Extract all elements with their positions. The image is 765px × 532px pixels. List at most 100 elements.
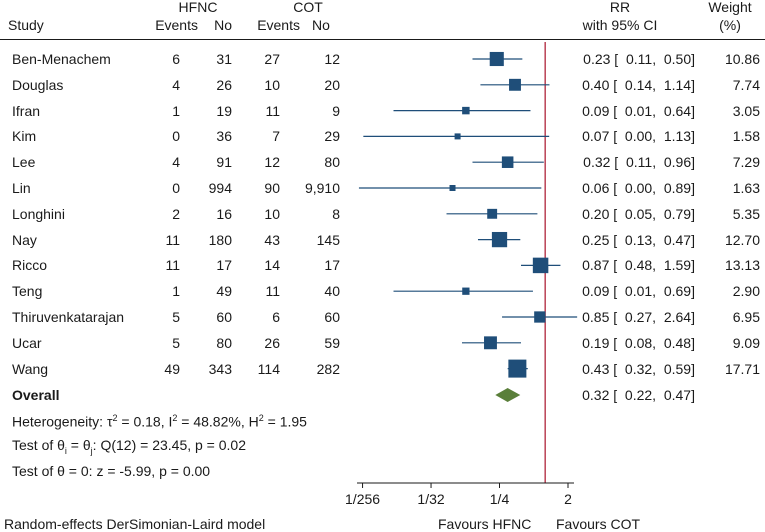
study-weight: 1.63 <box>732 180 760 196</box>
study-name: Douglas <box>12 76 64 93</box>
study-weight: 13.13 <box>724 257 760 274</box>
hfnc-no: 994 <box>208 180 232 196</box>
study-marker <box>489 51 504 67</box>
cot-no: 40 <box>324 283 340 300</box>
cot-no: 80 <box>324 154 340 171</box>
x-axis-tick-label: 1/4 <box>490 491 510 507</box>
study-ci: 0.19 [ 0.08, 0.48] <box>582 334 695 351</box>
cot-events: 10 <box>264 205 280 222</box>
cot-events: 90 <box>264 180 280 196</box>
study-name: Nay <box>12 231 37 248</box>
study-name: Wang <box>12 360 49 377</box>
study-weight: 3.05 <box>732 102 760 119</box>
header-no-2: No <box>312 17 330 33</box>
study-ci: 0.43 [ 0.32, 0.59] <box>582 360 695 377</box>
hfnc-events: 4 <box>172 154 180 171</box>
cot-events: 11 <box>265 283 280 300</box>
header-weight: Weight <box>708 0 752 15</box>
header-rr: RR <box>609 0 631 15</box>
hfnc-events: 5 <box>172 334 180 351</box>
study-marker <box>509 78 521 91</box>
study-name: Longhini <box>12 205 65 222</box>
hfnc-no: 36 <box>216 128 232 145</box>
favours-right-label: Favours COT <box>556 516 641 532</box>
het-tau-val: = 0.18, I <box>117 413 173 430</box>
het-tau-sup: 2 <box>112 413 118 423</box>
model-note: Random-effects DerSimonian-Laird model <box>4 516 266 532</box>
test-zero-text: Test of θ = 0: z = -5.99, p = 0.00 <box>12 463 211 479</box>
hfnc-no: 17 <box>216 257 232 274</box>
study-marker <box>454 133 461 140</box>
study-name: Ucar <box>12 334 42 351</box>
hfnc-no: 16 <box>216 205 232 222</box>
header-study: Study <box>8 17 44 33</box>
study-name: Ricco <box>12 257 48 274</box>
study-ci: 0.07 [ 0.00, 1.13] <box>582 128 695 145</box>
cot-no: 20 <box>324 76 340 93</box>
hfnc-events: 0 <box>172 180 180 196</box>
hfnc-events: 1 <box>172 102 180 119</box>
study-marker <box>462 287 470 295</box>
study-ci: 0.09 [ 0.01, 0.69] <box>582 283 695 300</box>
het-i-sup: 2 <box>172 413 178 423</box>
hfnc-no: 26 <box>216 76 232 93</box>
study-ci: 0.87 [ 0.48, 1.59] <box>582 257 695 274</box>
hfnc-events: 49 <box>164 360 180 377</box>
study-ci: 0.06 [ 0.00, 0.89] <box>582 180 695 196</box>
het-i-val: = 48.82%, H <box>177 413 259 430</box>
hfnc-events: 2 <box>172 205 180 222</box>
study-ci: 0.32 [ 0.11, 0.96] <box>583 154 695 171</box>
test-eq-sub1: i <box>64 445 67 456</box>
study-marker <box>449 185 456 191</box>
cot-events: 6 <box>272 309 280 325</box>
cot-events: 12 <box>264 154 280 171</box>
cot-events: 27 <box>264 51 280 67</box>
hfnc-no: 31 <box>216 51 232 67</box>
study-ci: 0.85 [ 0.27, 2.64] <box>582 309 695 325</box>
study-name: Teng <box>12 283 43 300</box>
het-h-val: = 1.95 <box>263 413 307 430</box>
study-marker <box>491 231 508 248</box>
header-group2: COT <box>293 0 323 15</box>
hfnc-events: 1 <box>172 283 180 300</box>
cot-no: 8 <box>332 205 340 222</box>
test-eq-mid: = θ <box>66 437 91 453</box>
x-axis-tick-label: 2 <box>564 491 572 507</box>
study-name: Thiruvenkatarajan <box>12 309 125 325</box>
study-weight: 12.70 <box>724 231 760 248</box>
hfnc-events: 6 <box>172 51 180 67</box>
study-weight: 7.29 <box>732 154 760 171</box>
cot-no: 9 <box>332 102 340 119</box>
overall-ci: 0.32 [ 0.22, 0.47] <box>582 387 695 403</box>
header-events-1: Events <box>155 17 198 33</box>
test-eq-sub2: j <box>90 445 93 456</box>
study-ci: 0.20 [ 0.05, 0.79] <box>582 205 695 222</box>
het-tau-prefix: Heterogeneity: τ <box>12 413 113 430</box>
cot-events: 10 <box>264 76 280 93</box>
study-ci: 0.25 [ 0.13, 0.47] <box>582 231 695 248</box>
header-no-1: No <box>214 17 232 33</box>
study-name: Lin <box>12 180 31 196</box>
header-group1: HFNC <box>178 0 218 15</box>
cot-events: 14 <box>264 257 280 274</box>
header-ci: with 95% CI <box>582 17 658 33</box>
hfnc-no: 180 <box>208 231 232 248</box>
study-ci: 0.09 [ 0.01, 0.64] <box>582 102 695 119</box>
study-weight: 2.90 <box>732 283 760 300</box>
hfnc-events: 4 <box>172 76 180 93</box>
cot-no: 17 <box>324 257 340 274</box>
cot-events: 11 <box>265 102 280 119</box>
study-weight: 10.86 <box>724 51 760 67</box>
study-marker <box>508 359 527 378</box>
study-weight: 17.71 <box>724 360 760 377</box>
test-equal-text: Test of θi = θj: Q(12) = 23.45, p = 0.02 <box>12 438 246 456</box>
header-rule <box>0 39 765 40</box>
study-name: Ben-Menachem <box>12 51 111 67</box>
header-events-2: Events <box>257 17 300 33</box>
hfnc-events: 11 <box>165 231 180 248</box>
cot-no: 12 <box>324 51 340 67</box>
heterogeneity-text: Heterogeneity: τ2 = 0.18, I2 = 48.82%, H… <box>12 414 307 429</box>
cot-no: 9,910 <box>304 180 340 196</box>
study-ci: 0.23 [ 0.11, 0.50] <box>583 51 695 67</box>
